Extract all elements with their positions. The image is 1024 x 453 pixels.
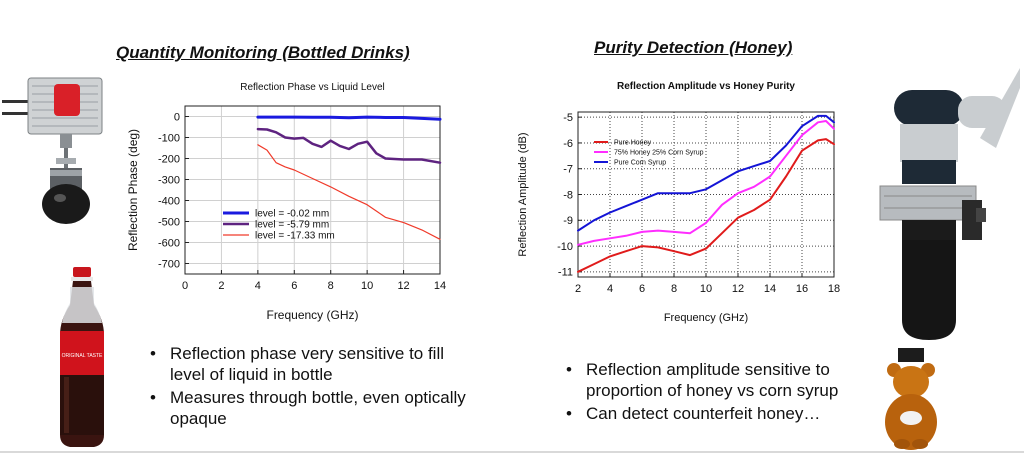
- x-tick-label: 10: [700, 283, 712, 295]
- bullet-dot: •: [150, 388, 156, 407]
- x-tick-label: 2: [575, 283, 581, 295]
- bullet-text: Reflection phase very sensitive to fill …: [170, 344, 445, 384]
- bullet-dot: •: [150, 344, 156, 363]
- y-tick-label: 0: [174, 111, 180, 123]
- bullet-dot: •: [566, 404, 572, 423]
- y-axis-label: Reflection Amplitude (dB): [517, 132, 529, 256]
- legend-label: 75% Honey 25% Corn Syrup: [614, 149, 704, 156]
- y-tick-label: -9: [563, 215, 573, 227]
- chart-title: Reflection Amplitude vs Honey Purity: [617, 81, 795, 92]
- bottle-label-text: ORIGINAL TASTE: [62, 353, 103, 359]
- bullet-dot: •: [566, 360, 572, 379]
- bullet-text: Measures through bottle, even optically …: [170, 388, 466, 428]
- x-tick-label: 8: [328, 280, 334, 292]
- x-tick-label: 14: [764, 283, 776, 295]
- series-line: [577, 114, 835, 232]
- y-tick-label: -6: [563, 138, 573, 150]
- series-line: [256, 115, 442, 121]
- y-tick-label: -7: [563, 164, 573, 176]
- series-line: [256, 127, 442, 164]
- x-tick-label: 18: [828, 283, 840, 295]
- reflection-amplitude-chart: Reflection Amplitude vs Honey Purity 2 4 6 8…: [517, 81, 840, 324]
- x-tick-label: 14: [434, 280, 446, 292]
- x-tick-label: 6: [291, 280, 297, 292]
- legend-label: level = -17.33 mm: [255, 231, 335, 242]
- y-tick-label: -200: [158, 153, 180, 165]
- left-bullet-list: • Reflection phase very sensitive to fill…: [148, 343, 478, 431]
- x-tick-label: 8: [671, 283, 677, 295]
- bullet-text: Reflection amplitude sensitive to propor…: [586, 360, 839, 400]
- honey-bear-image: [885, 348, 937, 450]
- y-tick-label: -8: [563, 189, 573, 201]
- right-bullet-2: • Can detect counterfeit honey…: [564, 403, 874, 424]
- x-tick-label: 4: [607, 283, 613, 295]
- y-tick-label: -10: [557, 241, 573, 253]
- chart-title: Reflection Phase vs Liquid Level: [240, 82, 385, 93]
- series-line: [257, 144, 441, 240]
- x-tick-label: 10: [361, 280, 373, 292]
- series-line: [577, 120, 835, 246]
- left-bullet-1: • Reflection phase very sensitive to fill…: [148, 343, 478, 385]
- slide-bottom-divider: [0, 451, 1024, 453]
- x-axis-label: Frequency (GHz): [266, 308, 358, 322]
- y-tick-label: -400: [158, 195, 180, 207]
- bullet-text: Can detect counterfeit honey…: [586, 404, 821, 423]
- y-tick-label: -600: [158, 237, 180, 249]
- y-tick-label: -5: [563, 112, 573, 124]
- series-line: [577, 138, 835, 273]
- x-tick-label: 0: [182, 280, 188, 292]
- x-axis-label: Frequency (GHz): [664, 312, 748, 324]
- cola-bottle-image: ORIGINAL TASTE: [60, 267, 104, 447]
- left-heading: Quantity Monitoring (Bottled Drinks): [116, 43, 410, 62]
- x-tick-label: 12: [397, 280, 409, 292]
- legend-label: level = -5.79 mm: [255, 220, 329, 231]
- reflection-phase-chart: Reflection Phase vs Liquid Level 0 2 4 6 8 10 1…: [126, 82, 446, 322]
- right-heading: Purity Detection (Honey): [594, 38, 793, 57]
- bottle-sensor-probe-image: [2, 77, 103, 224]
- y-tick-label: -100: [158, 132, 180, 144]
- x-tick-label: 12: [732, 283, 744, 295]
- x-tick-label: 4: [255, 280, 261, 292]
- y-tick-label: -300: [158, 174, 180, 186]
- y-tick-label: -500: [158, 216, 180, 228]
- left-bullet-2: • Measures through bottle, even optically…: [148, 387, 478, 429]
- y-tick-label: -11: [558, 267, 573, 279]
- robot-arm-sensor-image: [879, 68, 1020, 340]
- legend-label: Pure Honey: [614, 139, 651, 146]
- x-tick-label: 6: [639, 283, 645, 295]
- x-tick-label: 2: [218, 280, 224, 292]
- x-tick-label: 16: [796, 283, 808, 295]
- y-tick-label: -700: [158, 258, 180, 270]
- y-axis-label: Reflection Phase (deg): [126, 129, 140, 251]
- legend-label: Pure Corn Syrup: [614, 159, 666, 166]
- right-bullet-list: • Reflection amplitude sensitive to propo…: [564, 359, 874, 426]
- legend-label: level = -0.02 mm: [255, 209, 329, 220]
- right-bullet-1: • Reflection amplitude sensitive to propo…: [564, 359, 874, 401]
- plot-frame: [184, 105, 441, 275]
